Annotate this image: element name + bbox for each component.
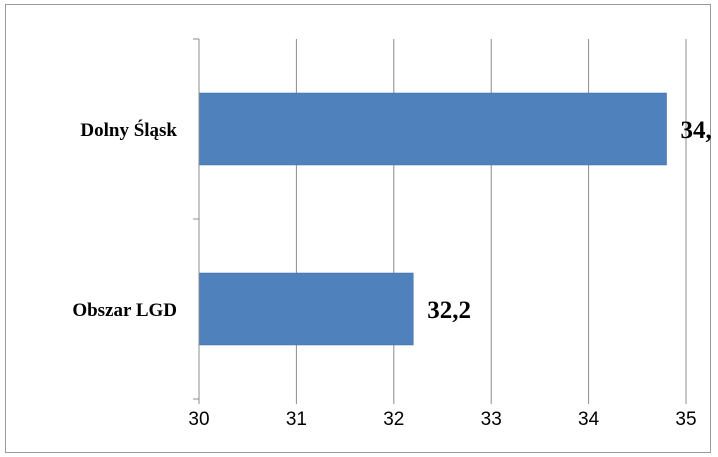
labels: Dolny Śląsk 34,8 Obszar LGD 32,2 30 31 32 33 34 3… bbox=[72, 117, 712, 430]
bar-1 bbox=[198, 272, 414, 346]
x-tick-label-32: 32 bbox=[383, 409, 404, 430]
bar-chart: Dolny Śląsk 34,8 Obszar LGD 32,2 30 31 32 33 34 3… bbox=[72, 38, 712, 430]
data-label-1: 32,2 bbox=[427, 297, 471, 324]
category-label-1: Obszar LGD bbox=[72, 300, 177, 321]
axes bbox=[193, 38, 687, 404]
data-label-0: 34,8 bbox=[681, 117, 712, 144]
x-tick-label-35: 35 bbox=[675, 409, 696, 430]
category-label-0: Dolny Śląsk bbox=[80, 119, 177, 141]
bar-0 bbox=[198, 92, 667, 166]
chart-frame: Dolny Śląsk 34,8 Obszar LGD 32,2 30 31 32 33 34 3… bbox=[5, 4, 712, 453]
x-tick-label-33: 33 bbox=[481, 409, 502, 430]
x-tick-label-31: 31 bbox=[286, 409, 307, 430]
x-tick-label-30: 30 bbox=[188, 409, 209, 430]
x-tick-label-34: 34 bbox=[578, 409, 600, 430]
